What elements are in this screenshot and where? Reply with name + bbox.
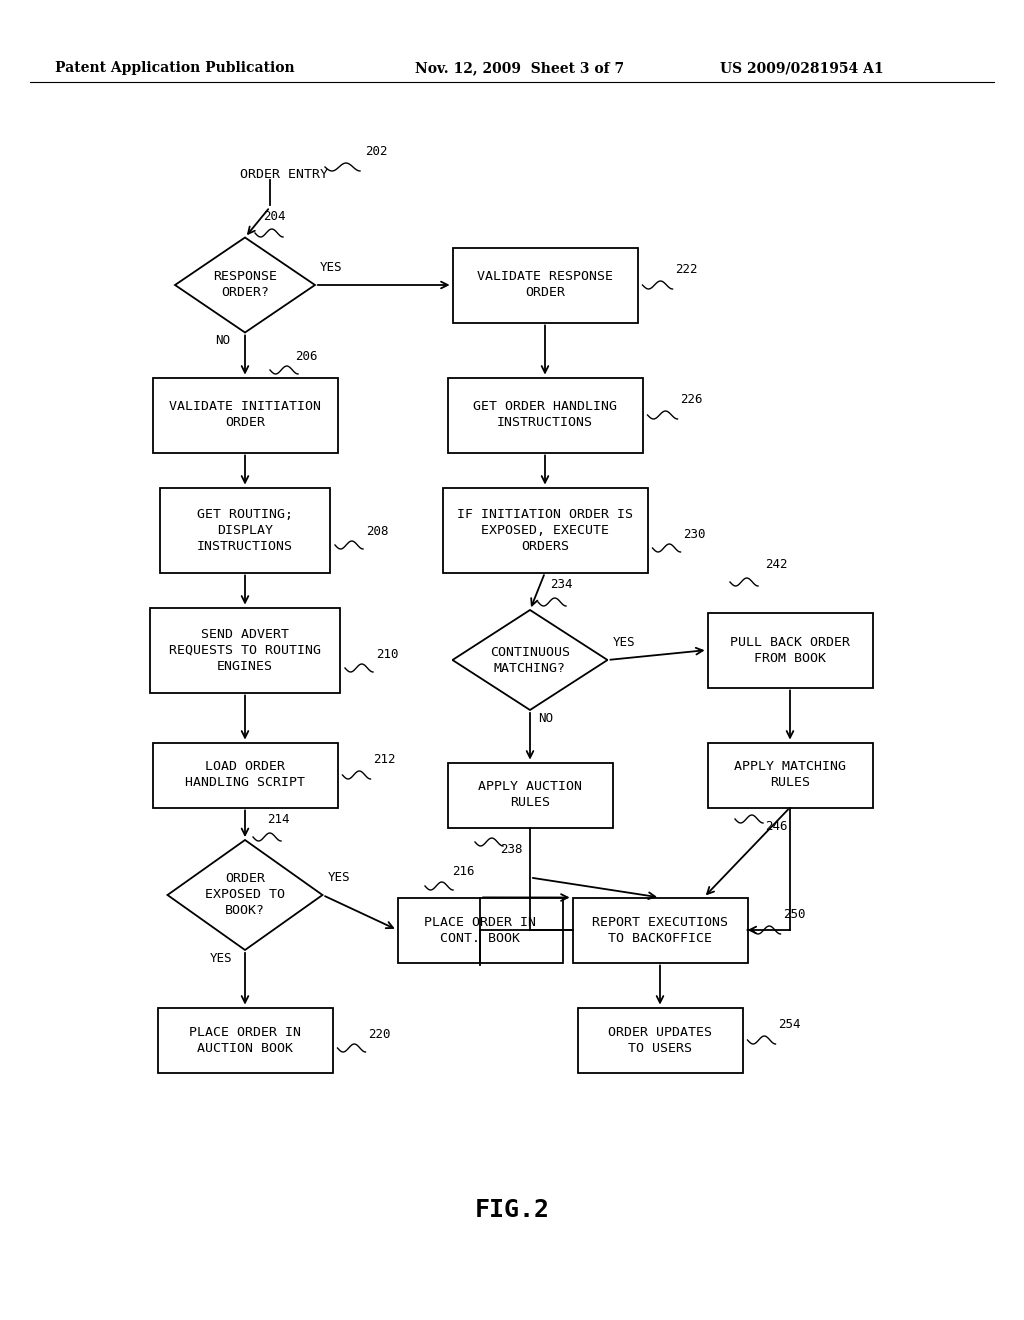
FancyBboxPatch shape [153, 378, 338, 453]
Text: 234: 234 [550, 578, 572, 591]
Text: 214: 214 [267, 813, 290, 826]
Text: 242: 242 [765, 558, 787, 572]
FancyBboxPatch shape [397, 898, 562, 962]
Text: CONTINUOUS
MATCHING?: CONTINUOUS MATCHING? [490, 645, 570, 675]
Text: GET ORDER HANDLING
INSTRUCTIONS: GET ORDER HANDLING INSTRUCTIONS [473, 400, 617, 429]
Text: ORDER ENTRY: ORDER ENTRY [240, 169, 328, 181]
Text: 202: 202 [365, 145, 387, 158]
FancyBboxPatch shape [447, 763, 612, 828]
Text: 212: 212 [374, 752, 396, 766]
Text: YES: YES [319, 261, 342, 275]
FancyBboxPatch shape [708, 612, 872, 688]
Text: PLACE ORDER IN
CONT. BOOK: PLACE ORDER IN CONT. BOOK [424, 916, 536, 945]
Text: US 2009/0281954 A1: US 2009/0281954 A1 [720, 61, 884, 75]
Text: FIG.2: FIG.2 [474, 1199, 550, 1222]
Text: IF INITIATION ORDER IS
EXPOSED, EXECUTE
ORDERS: IF INITIATION ORDER IS EXPOSED, EXECUTE … [457, 507, 633, 553]
Text: Nov. 12, 2009  Sheet 3 of 7: Nov. 12, 2009 Sheet 3 of 7 [415, 61, 624, 75]
Text: 226: 226 [681, 393, 703, 407]
Text: 238: 238 [500, 843, 522, 855]
Polygon shape [453, 610, 607, 710]
Text: REPORT EXECUTIONS
TO BACKOFFICE: REPORT EXECUTIONS TO BACKOFFICE [592, 916, 728, 945]
FancyBboxPatch shape [572, 898, 748, 962]
Text: Patent Application Publication: Patent Application Publication [55, 61, 295, 75]
Text: ORDER UPDATES
TO USERS: ORDER UPDATES TO USERS [608, 1026, 712, 1055]
Text: 246: 246 [765, 820, 787, 833]
Text: NO: NO [215, 334, 230, 347]
Text: 216: 216 [452, 865, 474, 878]
Text: 204: 204 [263, 210, 286, 223]
Text: ORDER
EXPOSED TO
BOOK?: ORDER EXPOSED TO BOOK? [205, 873, 285, 917]
Text: SEND ADVERT
REQUESTS TO ROUTING
ENGINES: SEND ADVERT REQUESTS TO ROUTING ENGINES [169, 627, 321, 672]
Text: RESPONSE
ORDER?: RESPONSE ORDER? [213, 271, 278, 300]
FancyBboxPatch shape [708, 742, 872, 808]
FancyBboxPatch shape [160, 487, 330, 573]
FancyBboxPatch shape [447, 378, 642, 453]
Text: YES: YES [328, 871, 350, 884]
Text: 230: 230 [683, 528, 706, 541]
Text: 210: 210 [376, 648, 398, 661]
Text: 206: 206 [295, 350, 317, 363]
Polygon shape [175, 238, 315, 333]
Text: 222: 222 [676, 263, 698, 276]
Text: 208: 208 [366, 525, 388, 539]
Text: 220: 220 [369, 1028, 391, 1041]
Text: GET ROUTING;
DISPLAY
INSTRUCTIONS: GET ROUTING; DISPLAY INSTRUCTIONS [197, 507, 293, 553]
Text: APPLY AUCTION
RULES: APPLY AUCTION RULES [478, 780, 582, 809]
Text: APPLY MATCHING
RULES: APPLY MATCHING RULES [734, 760, 846, 789]
FancyBboxPatch shape [158, 1007, 333, 1072]
Text: VALIDATE RESPONSE
ORDER: VALIDATE RESPONSE ORDER [477, 271, 613, 300]
Text: 254: 254 [778, 1018, 801, 1031]
Polygon shape [168, 840, 323, 950]
Text: PLACE ORDER IN
AUCTION BOOK: PLACE ORDER IN AUCTION BOOK [189, 1026, 301, 1055]
Text: 250: 250 [783, 908, 806, 921]
Text: PULL BACK ORDER
FROM BOOK: PULL BACK ORDER FROM BOOK [730, 635, 850, 664]
Text: LOAD ORDER
HANDLING SCRIPT: LOAD ORDER HANDLING SCRIPT [185, 760, 305, 789]
FancyBboxPatch shape [442, 487, 647, 573]
FancyBboxPatch shape [153, 742, 338, 808]
FancyBboxPatch shape [578, 1007, 742, 1072]
Text: YES: YES [210, 952, 232, 965]
FancyBboxPatch shape [150, 607, 340, 693]
Text: YES: YES [612, 636, 635, 649]
Text: VALIDATE INITIATION
ORDER: VALIDATE INITIATION ORDER [169, 400, 321, 429]
FancyBboxPatch shape [453, 248, 638, 322]
Text: NO: NO [538, 711, 553, 725]
